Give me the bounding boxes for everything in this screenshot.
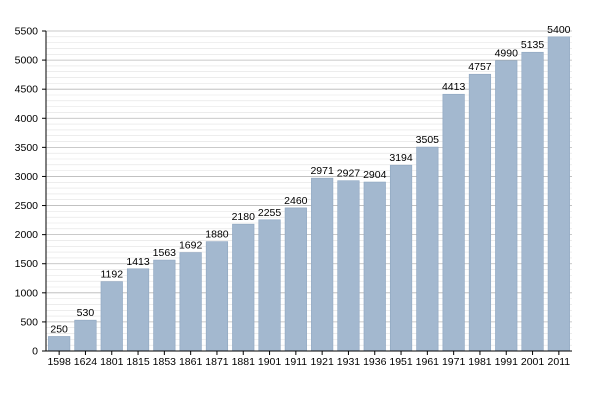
axis-layer: [42, 30, 572, 355]
x-tick-label-1598: 1598: [47, 356, 71, 368]
data-label-1881: 2180: [232, 211, 256, 223]
y-tick-label: 0: [32, 346, 38, 358]
y-tick-label: 3000: [15, 171, 39, 183]
x-tick-label-1961: 1961: [416, 356, 440, 368]
data-label-1801: 1192: [100, 269, 123, 281]
x-tick-label-1971: 1971: [442, 356, 466, 368]
y-tick-label: 3500: [15, 142, 39, 154]
data-label-1991: 4990: [495, 48, 519, 60]
x-tick-label-1931: 1931: [337, 356, 361, 368]
bar-1961: [416, 146, 439, 352]
x-tick-label-1881: 1881: [232, 356, 256, 368]
bar-1801: [100, 281, 123, 352]
data-label-1921: 2971: [310, 165, 334, 177]
data-label-1951: 3194: [389, 152, 413, 164]
data-label-1861: 1692: [179, 240, 203, 252]
bar-1598: [48, 336, 71, 352]
x-tick-label-1951: 1951: [389, 356, 413, 368]
bar-1911: [284, 207, 307, 352]
bar-1901: [258, 219, 281, 352]
data-label-1853: 1563: [153, 247, 177, 259]
x-tick-label-1921: 1921: [310, 356, 334, 368]
bar-1951: [389, 164, 413, 352]
bars-layer: [48, 36, 570, 352]
y-tick-label: 4000: [15, 113, 39, 125]
x-tick-label-1936: 1936: [363, 356, 387, 368]
x-tick-label-2011: 2011: [548, 356, 571, 368]
y-tick-label: 500: [20, 316, 38, 328]
data-label-1598: 250: [50, 323, 68, 335]
y-tick-label: 5000: [15, 55, 39, 67]
x-tick-label-2001: 2001: [521, 356, 545, 368]
data-label-2001: 5135: [521, 39, 545, 51]
y-tick-label: 4500: [15, 84, 39, 96]
x-tick-label-1801: 1801: [100, 356, 124, 368]
x-tick-label-1853: 1853: [153, 356, 177, 368]
bar-1881: [232, 223, 255, 352]
y-tick-label: 2500: [15, 200, 39, 212]
grid-layer: [46, 30, 572, 346]
bar-1981: [468, 73, 492, 352]
y-tick-label: 1500: [15, 258, 39, 270]
x-tick-label-1861: 1861: [179, 356, 203, 368]
data-label-2011: 5400: [547, 24, 571, 36]
x-tick-label-1624: 1624: [74, 356, 98, 368]
labels-layer: 0 500 1000 1500 2000 2500 3000 3500 4000 4500 5000…: [15, 24, 571, 368]
x-tick-label-1991: 1991: [495, 356, 519, 368]
data-label-1981: 4757: [468, 61, 492, 73]
x-tick-label-1901: 1901: [258, 356, 282, 368]
bar-2011: [547, 36, 570, 352]
data-label-1931: 2927: [337, 168, 361, 180]
data-label-1961: 3505: [416, 134, 440, 146]
bar-2001: [521, 51, 544, 352]
x-tick-label-1981: 1981: [468, 356, 492, 368]
data-label-1936: 2904: [363, 169, 387, 181]
y-tick-label: 2000: [15, 229, 39, 241]
bar-1861: [179, 252, 202, 352]
bar-1815: [126, 268, 150, 352]
data-label-1971: 4413: [442, 81, 466, 93]
x-tick-label-1871: 1871: [205, 356, 229, 368]
x-tick-label-1911: 1911: [285, 356, 308, 368]
x-tick-label-1815: 1815: [126, 356, 150, 368]
data-label-1901: 2255: [258, 207, 282, 219]
bar-1931: [337, 180, 360, 352]
data-label-1815: 1413: [126, 256, 150, 268]
y-tick-label: 5500: [15, 26, 39, 38]
bar-1971: [442, 93, 465, 352]
bar-1853: [153, 259, 176, 352]
data-label-1624: 530: [77, 307, 95, 319]
bar-1871: [205, 241, 229, 352]
bar-1991: [495, 60, 518, 352]
bar-1921: [311, 177, 334, 352]
bar-1624: [74, 319, 97, 352]
data-label-1911: 2460: [284, 195, 308, 207]
data-label-1871: 1880: [205, 229, 229, 241]
y-tick-label: 1000: [15, 287, 39, 299]
bar-1936: [363, 181, 386, 352]
